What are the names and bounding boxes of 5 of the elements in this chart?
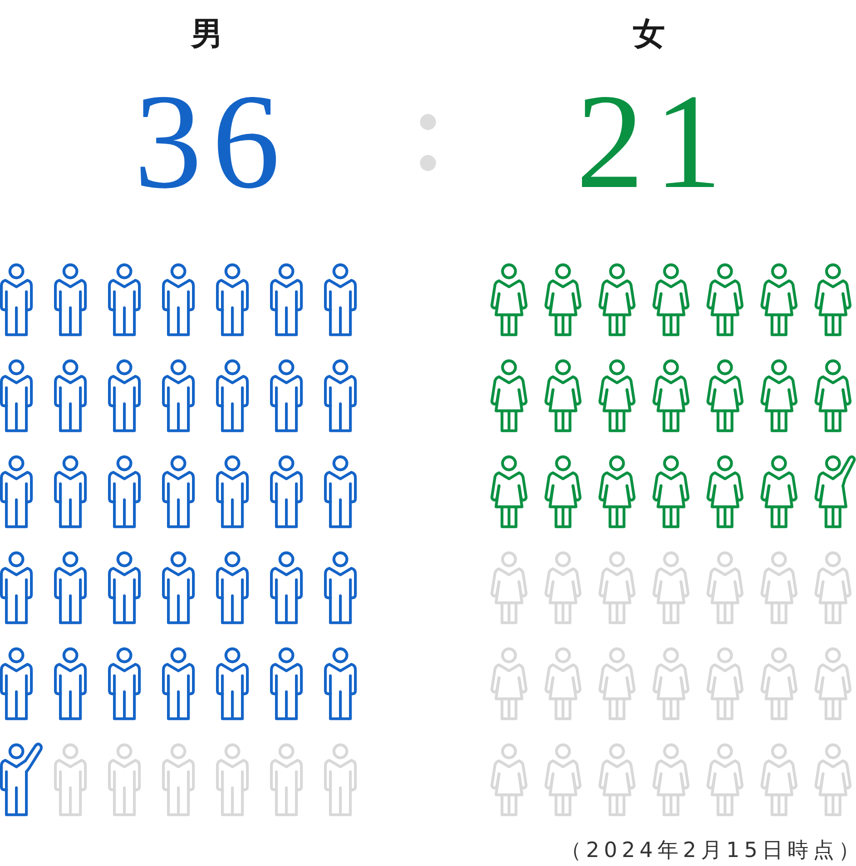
text: （2024年2月15日時点） (560, 838, 856, 862)
category-label: 男 (190, 14, 223, 52)
data-label: 36 (134, 67, 290, 217)
data-label: 21 (576, 67, 732, 217)
category-label: 女 (632, 14, 665, 52)
